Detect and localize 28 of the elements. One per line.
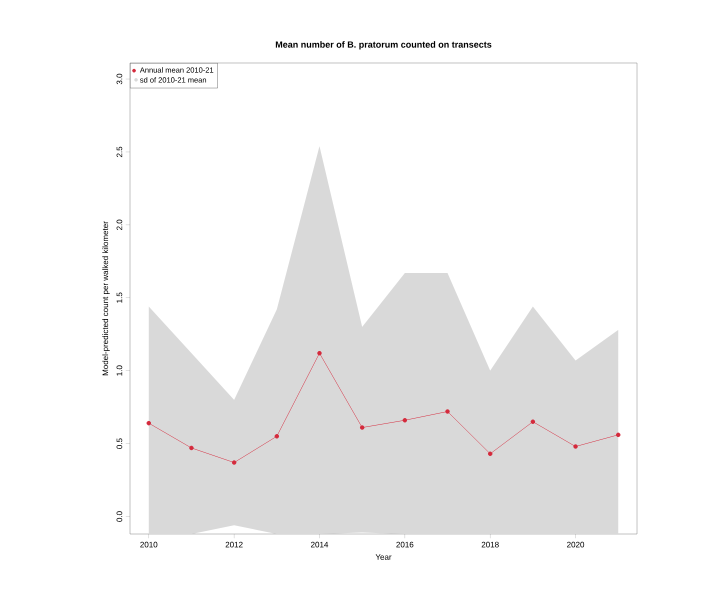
y-tick-label: 0.5 <box>116 438 122 449</box>
point <box>616 432 620 438</box>
x-axis-title: Year <box>376 554 392 560</box>
x-tick-label: 2020 <box>567 542 584 548</box>
y-tick-label: 2.0 <box>116 220 122 230</box>
x-tick-label: 2014 <box>310 542 328 548</box>
point <box>317 350 322 356</box>
chart-title: Mean number of B. pratorum counted on transects <box>276 41 492 50</box>
y-tick-label: 3.0 <box>116 74 122 84</box>
point <box>232 460 236 465</box>
point <box>573 444 578 449</box>
x-tick-label: 2012 <box>226 542 243 548</box>
point <box>402 418 408 423</box>
point <box>360 425 364 430</box>
y-tick-label: 0.0 <box>116 511 122 522</box>
y-tick-label: 2.5 <box>116 146 122 158</box>
point <box>530 419 536 424</box>
point <box>189 446 194 450</box>
x-tick-label: 2018 <box>482 542 499 548</box>
y-tick-label: 1.0 <box>116 365 122 376</box>
point <box>274 434 280 439</box>
x-tick-label: 2016 <box>396 542 414 548</box>
point <box>488 452 492 456</box>
point <box>445 409 450 414</box>
y-axis-title: Model-predicted count per walked kilometer <box>102 221 110 376</box>
y-tick-label: 1.5 <box>116 292 122 303</box>
point <box>146 420 152 426</box>
x-tick-label: 2010 <box>140 542 158 548</box>
